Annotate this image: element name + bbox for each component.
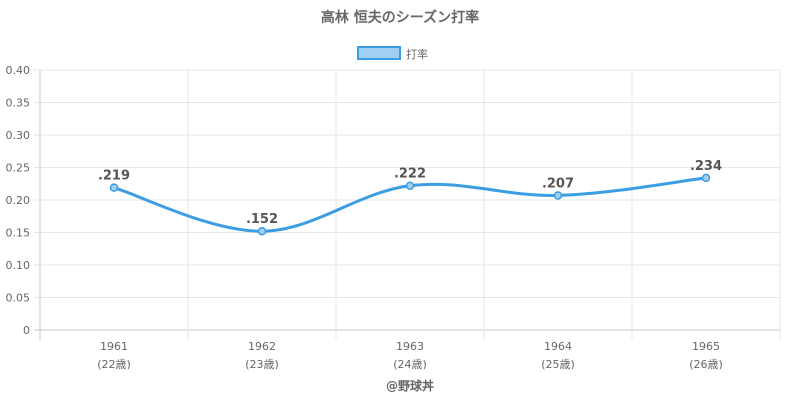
data-point[interactable] <box>109 183 119 192</box>
x-tick-sublabel: (23歳) <box>245 358 279 371</box>
data-labels: .219 .152 .222 .207 .234 <box>98 159 722 227</box>
y-tick-label: 0.30 <box>6 129 31 142</box>
y-tick-label: 0.10 <box>6 259 31 272</box>
credit-text: @野球丼 <box>386 378 434 393</box>
y-tick-label: 0.15 <box>6 227 31 240</box>
x-tick-sublabel: (25歳) <box>541 358 575 371</box>
y-tick-label: 0 <box>23 324 30 337</box>
data-point[interactable] <box>553 191 563 200</box>
y-tick-label: 0.05 <box>6 292 31 305</box>
y-tick-label: 0.25 <box>6 162 31 175</box>
y-tick-label: 0.35 <box>6 97 31 110</box>
data-label: .207 <box>542 176 574 191</box>
x-tick-sublabel: (22歳) <box>97 358 131 371</box>
y-tick-label: 0.40 <box>6 64 31 77</box>
data-point[interactable] <box>701 173 711 183</box>
x-tick-label: 1961 <box>100 340 128 353</box>
legend[interactable]: 打率 <box>357 46 428 61</box>
x-tick-label: 1962 <box>248 340 276 353</box>
data-label: .222 <box>394 167 426 182</box>
series <box>109 173 711 236</box>
y-tick-label: 0.20 <box>6 194 31 207</box>
chart-title: 高林 恒夫のシーズン打率 <box>321 9 479 26</box>
x-tick-label: 1963 <box>396 340 424 353</box>
legend-swatch <box>357 46 401 60</box>
data-label: .152 <box>246 212 278 227</box>
data-label: .219 <box>98 169 130 184</box>
axes: 0 0.05 0.10 0.15 0.20 0.25 0.30 0.35 0.40 1961 (22… <box>6 64 723 371</box>
data-point[interactable] <box>405 181 415 190</box>
data-point[interactable] <box>257 226 267 236</box>
grid <box>34 69 781 340</box>
x-tick-label: 1964 <box>544 340 572 353</box>
legend-label: 打率 <box>406 47 428 61</box>
data-label: .234 <box>690 159 722 174</box>
x-tick-sublabel: (26歳) <box>689 358 723 371</box>
x-tick-label: 1965 <box>692 340 720 353</box>
x-tick-sublabel: (24歳) <box>393 358 427 371</box>
